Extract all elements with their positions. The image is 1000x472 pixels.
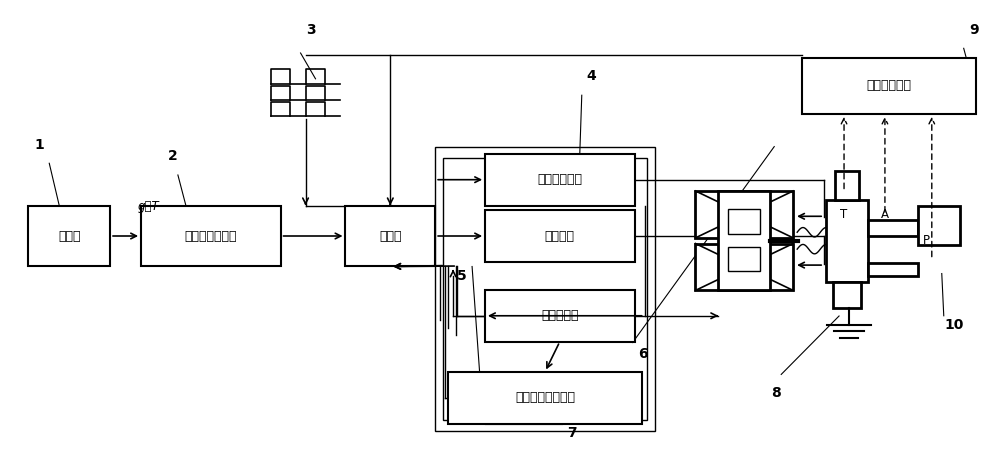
Text: 5: 5 (457, 269, 467, 283)
FancyBboxPatch shape (141, 205, 281, 267)
FancyBboxPatch shape (868, 263, 918, 276)
FancyBboxPatch shape (918, 205, 960, 245)
FancyBboxPatch shape (485, 290, 635, 342)
FancyBboxPatch shape (485, 154, 635, 205)
Text: 上位机: 上位机 (58, 229, 80, 243)
Text: 4: 4 (587, 69, 597, 84)
FancyBboxPatch shape (728, 247, 760, 271)
Text: 1: 1 (34, 137, 44, 152)
FancyBboxPatch shape (28, 205, 110, 267)
Text: 8: 8 (771, 386, 781, 400)
Text: 9: 9 (969, 23, 978, 36)
FancyBboxPatch shape (485, 210, 635, 262)
Text: g、T: g、T (137, 200, 159, 212)
Text: 压力检测系统: 压力检测系统 (866, 79, 911, 93)
Text: 电流传感器: 电流传感器 (541, 309, 579, 322)
FancyBboxPatch shape (448, 372, 642, 424)
FancyBboxPatch shape (695, 191, 793, 238)
Text: 7: 7 (567, 426, 577, 440)
FancyBboxPatch shape (802, 58, 976, 114)
Text: 3: 3 (306, 23, 315, 36)
FancyBboxPatch shape (835, 171, 859, 200)
FancyBboxPatch shape (728, 209, 760, 234)
Text: 6: 6 (638, 347, 647, 361)
Text: P: P (923, 234, 930, 247)
Text: 可变正电压源: 可变正电压源 (537, 173, 582, 186)
Text: 负电压源: 负电压源 (545, 229, 575, 243)
FancyBboxPatch shape (868, 219, 918, 236)
FancyBboxPatch shape (833, 282, 861, 308)
FancyBboxPatch shape (345, 205, 435, 267)
Text: T: T (840, 208, 848, 221)
Text: 开关信号生成器: 开关信号生成器 (185, 229, 237, 243)
FancyBboxPatch shape (826, 200, 868, 282)
FancyBboxPatch shape (718, 192, 770, 290)
Text: 10: 10 (944, 318, 963, 332)
Text: 电流微分处理模块: 电流微分处理模块 (515, 391, 575, 405)
FancyBboxPatch shape (695, 244, 793, 290)
Text: 2: 2 (168, 149, 178, 163)
Text: 控制器: 控制器 (379, 229, 402, 243)
Text: A: A (881, 208, 889, 221)
